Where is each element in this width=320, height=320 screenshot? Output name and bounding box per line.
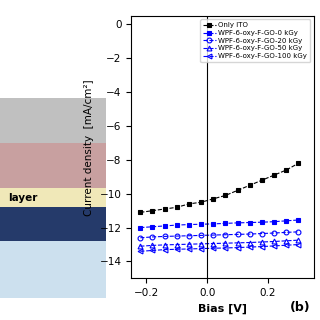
- X-axis label: Bias [V]: Bias [V]: [198, 304, 247, 314]
- Text: layer: layer: [8, 193, 38, 203]
- Bar: [0, 188, 106, 207]
- Text: (b): (b): [290, 300, 310, 314]
- Bar: [0, 241, 106, 298]
- Bar: [0, 207, 106, 241]
- Legend: Only ITO, WPF-6-oxy-F-GO-0 kGy, WPF-6-oxy-F-GO-20 kGy, WPF-6-oxy-F-GO-50 kGy, WP: Only ITO, WPF-6-oxy-F-GO-0 kGy, WPF-6-ox…: [200, 20, 310, 62]
- Bar: [0, 143, 106, 188]
- Bar: [0, 98, 106, 143]
- Y-axis label: Current density  [mA/cm²]: Current density [mA/cm²]: [84, 79, 94, 215]
